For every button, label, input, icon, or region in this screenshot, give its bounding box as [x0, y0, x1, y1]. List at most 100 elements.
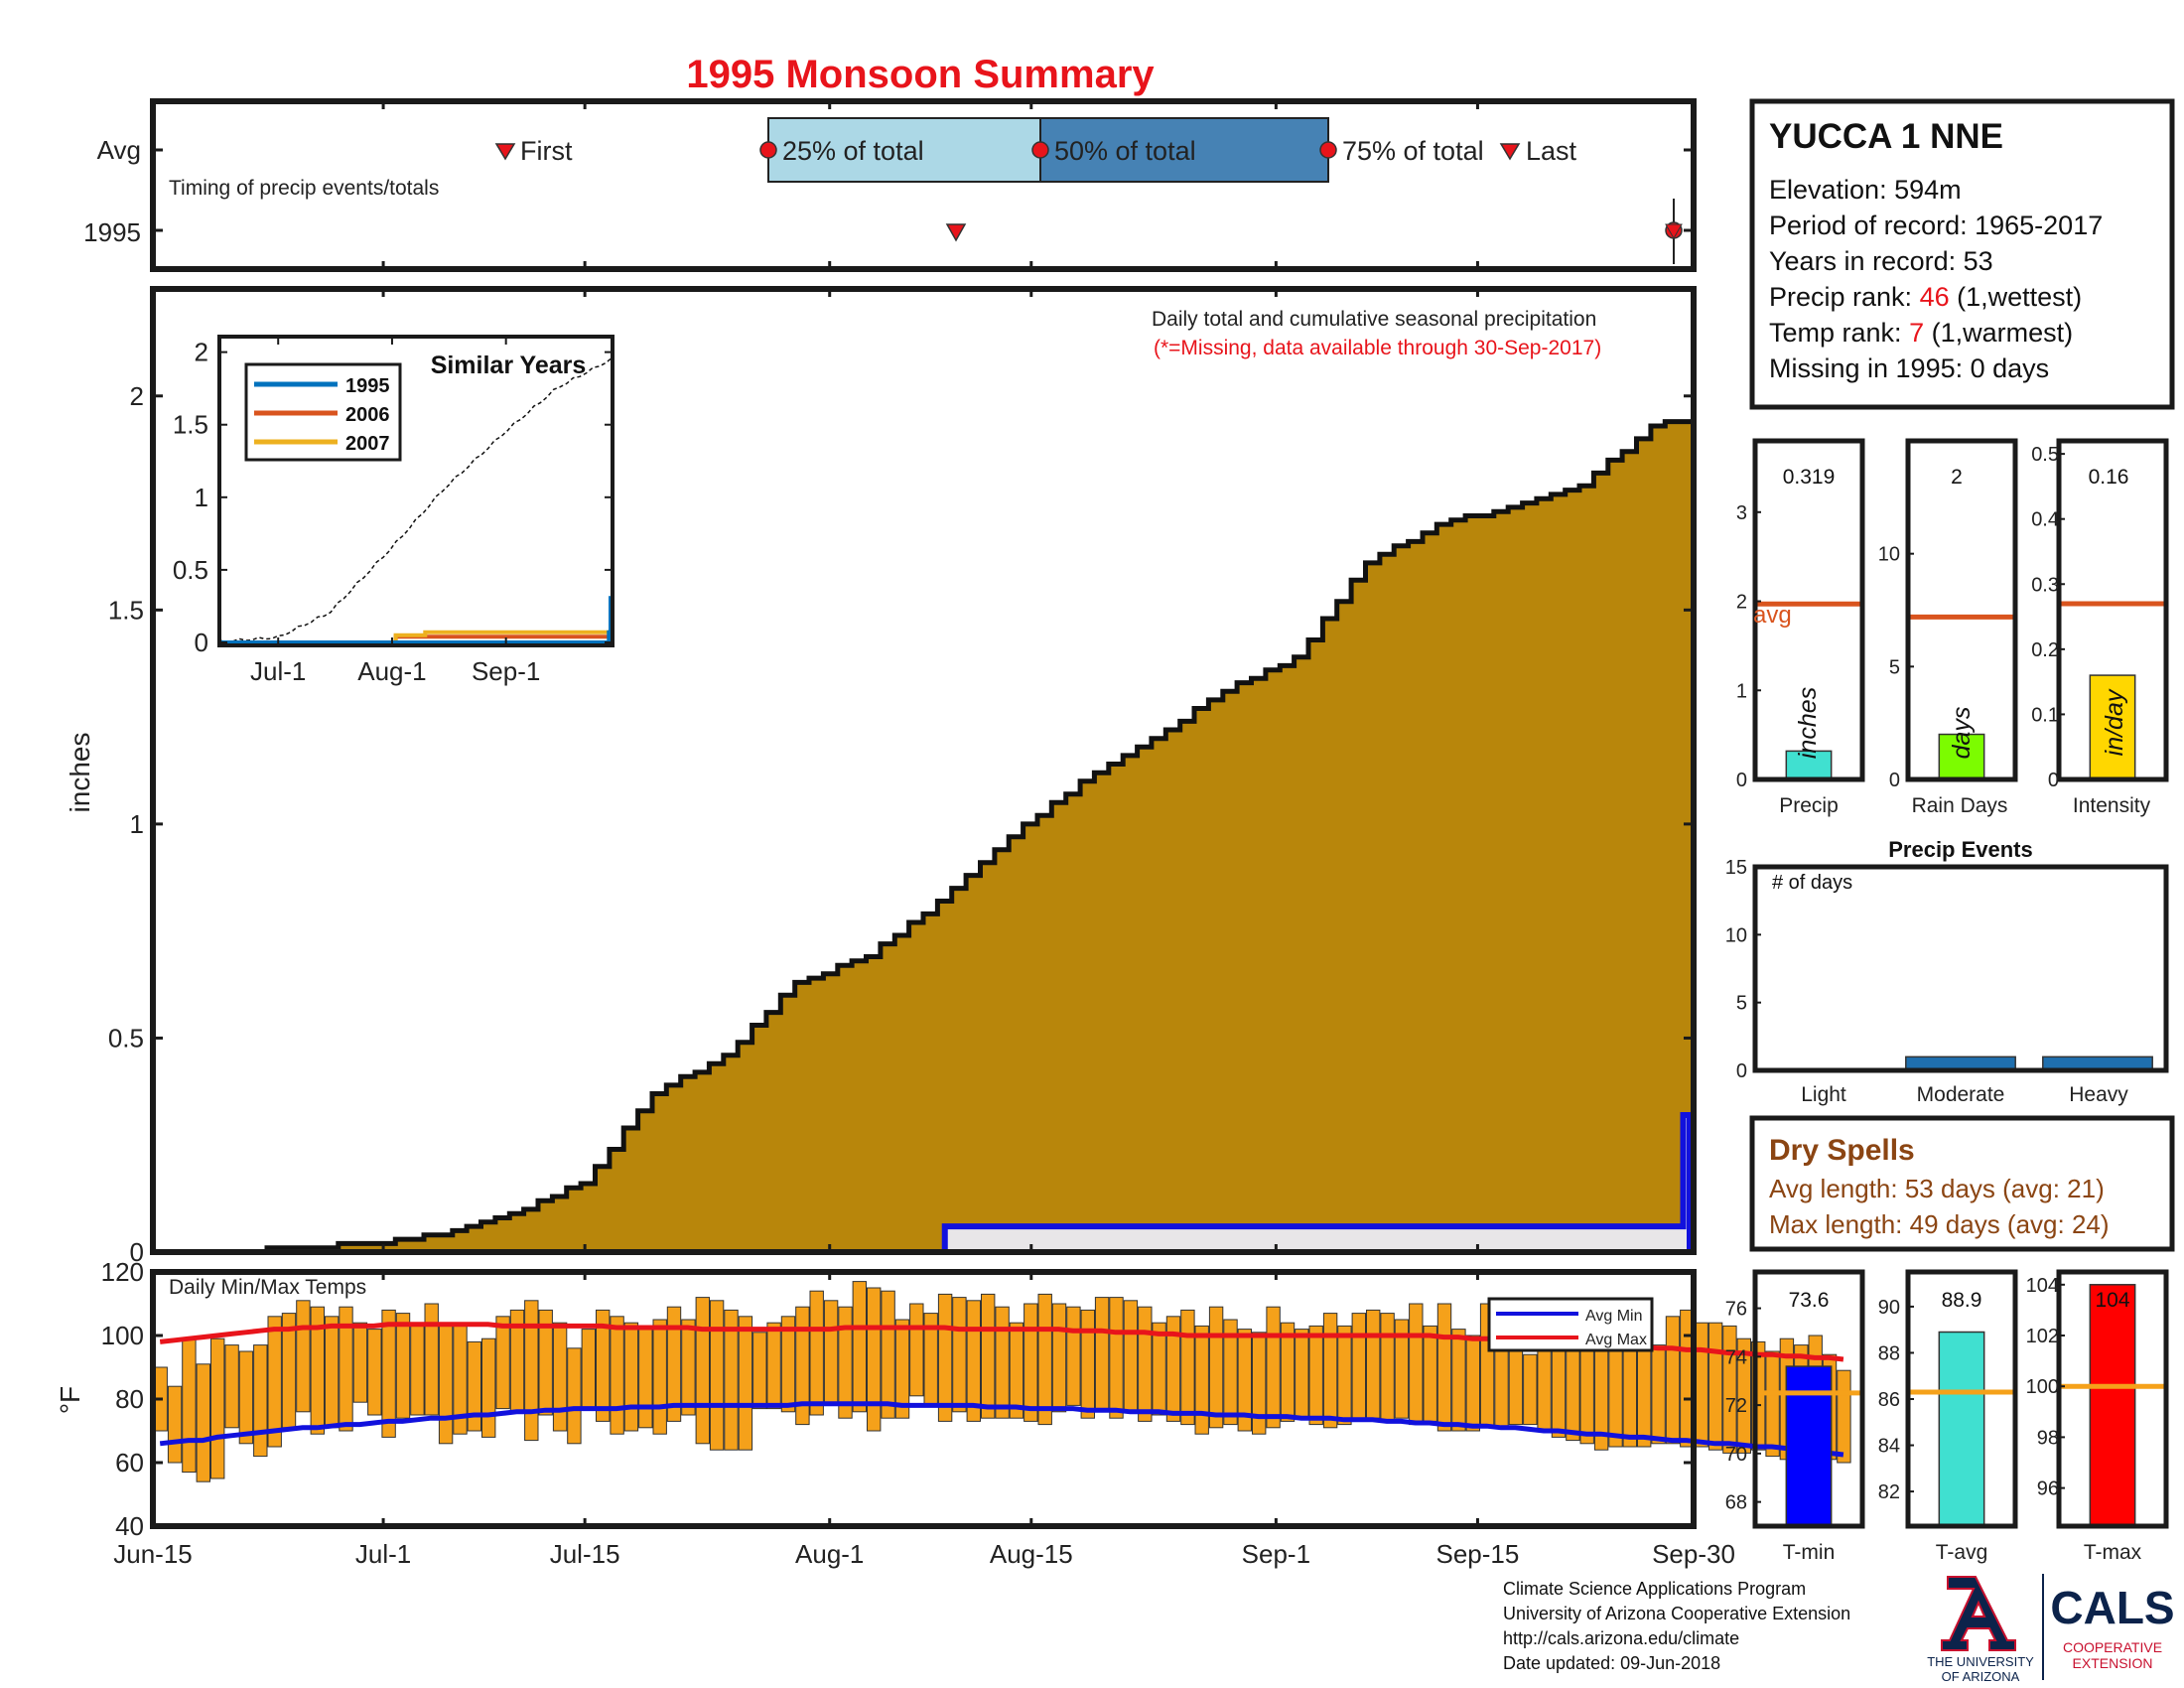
dry-spells-border [1749, 1115, 2175, 1252]
timing-panel: Avg 1995 Timing of precip events/totals … [83, 98, 1697, 272]
temp-range-bar [623, 1322, 639, 1432]
temp-range-bar [852, 1281, 867, 1413]
q25-label: 25% of total [782, 136, 924, 166]
temp-range-bar [538, 1309, 553, 1416]
raindays-value: 2 [1951, 466, 1963, 489]
precip-events-panel: Precip Events # of days Light Moderate H… [1725, 837, 2169, 1106]
cumulative-precip-area [153, 421, 1694, 1253]
temp-panel: 40 60 80 100 120 Daily Min/Max Temps °F Avg … [55, 1257, 1851, 1541]
quartile-box-25-50 [767, 117, 1041, 183]
dry-spells-avg: Avg length: 53 days (avg: 21) [1769, 1174, 2105, 1203]
tmax-bar [2089, 1284, 2136, 1527]
temp-range-bar [780, 1316, 796, 1413]
temp-range-bar [894, 1319, 910, 1419]
temp-range-bar [1080, 1309, 1095, 1419]
temp-range-bar [867, 1287, 882, 1432]
temp-range-bar [352, 1322, 368, 1403]
temp-range-bar [296, 1300, 311, 1413]
temp-range-bar [795, 1306, 810, 1426]
intensity-y-tick-label: 0 [2048, 770, 2059, 791]
temp-range-bar [552, 1322, 568, 1432]
temp-range-bar [324, 1316, 340, 1429]
x-tick-label: Jul-1 [355, 1539, 411, 1569]
temp-title: Daily Min/Max Temps [169, 1276, 366, 1299]
intensity-box [2056, 438, 2169, 782]
rain_days-y-tick-label: 0 [1889, 770, 1900, 791]
tmin-box [1752, 1269, 1865, 1529]
station-missing: Missing in 1995: 0 days [1769, 353, 2049, 383]
temp-range-bar [681, 1319, 696, 1416]
precip_total-y-tick-label: 3 [1736, 502, 1747, 524]
temp-range-bar [1409, 1303, 1424, 1426]
temp-range-bar [1009, 1322, 1024, 1419]
temp-range-bar [1736, 1337, 1751, 1454]
temp-range-bar [937, 1293, 953, 1422]
tmax-y-tick-label: 100 [2026, 1376, 2059, 1398]
station-years: Years in record: 53 [1769, 246, 1993, 276]
precip-y-tick-label: 2 [130, 381, 144, 411]
precip-box [150, 286, 1697, 1255]
temp-summary-panels: T-min T-avg T-max 68 70 72 74 76 82 84 86 88 90 96… [1725, 1269, 2169, 1564]
footer-line-3: http://cals.arizona.edu/climate [1503, 1628, 1739, 1648]
year-cumulative-area [944, 1115, 1690, 1252]
cumulative-precip-outline [167, 419, 1694, 1255]
temp-range-bar [424, 1303, 439, 1416]
precip-y-tick-label: 1.5 [108, 595, 144, 625]
intensity-value: 0.16 [2089, 466, 2129, 489]
events-y-tick-label: 15 [1725, 857, 1747, 879]
date-axis: Jun-15 Jul-1 Jul-15 Aug-1 Aug-15 Sep-1 Sep-15 S… [113, 101, 1735, 1569]
temp-range-bar [652, 1319, 667, 1435]
temp-range-bar [495, 1316, 510, 1410]
temp-y-tick-label: 120 [101, 1257, 144, 1287]
x-tick-label: Sep-30 [1652, 1539, 1735, 1569]
temp-range-bar [1351, 1313, 1366, 1422]
temp-range-bar [1037, 1293, 1052, 1426]
temp-range-bar [1208, 1306, 1224, 1429]
precip-avg-label: avg [1753, 602, 1792, 629]
inset-x-tick-label: Sep-1 [472, 656, 540, 686]
tmin-y-tick-label: 74 [1725, 1346, 1747, 1368]
tavg-y-tick-label: 82 [1878, 1481, 1900, 1503]
tavg-y-tick-label: 84 [1878, 1436, 1900, 1458]
events-cat-moderate: Moderate [1917, 1083, 2005, 1106]
temp-range-bar [1322, 1313, 1338, 1429]
tmin-y-tick-label: 68 [1725, 1492, 1747, 1514]
ua-logo-line2: OF ARIZONA [1942, 1669, 2020, 1684]
cals-logo-text: CALS [2050, 1582, 2174, 1633]
precip-y-tick-label: 1 [130, 809, 144, 839]
station-box-border [1749, 98, 2175, 410]
temp-range-bar [838, 1306, 853, 1419]
inset-legend-1995: 1995 [345, 375, 390, 397]
dry-spells-max: Max length: 49 days (avg: 24) [1769, 1209, 2110, 1239]
temp-range-bar [809, 1290, 824, 1416]
temp-range-bar [1138, 1306, 1153, 1422]
events-y-tick-label: 0 [1736, 1060, 1747, 1082]
similar-years-inset: Similar Years 1995 2006 2007 0 0.5 1 1.5 2 Ju… [173, 335, 614, 686]
timing-caption: Timing of precip events/totals [169, 177, 439, 200]
temp-range-bar [1024, 1303, 1038, 1422]
temp-range-bar [467, 1340, 482, 1432]
temp-range-bar [1665, 1316, 1681, 1445]
intensity-y-tick-label: 0.1 [2031, 704, 2059, 726]
temp-range-bar [1651, 1344, 1666, 1445]
station-precip-rank: Precip rank: 46 (1,wettest) [1769, 282, 2082, 312]
events-title: Precip Events [1888, 837, 2033, 862]
temp-range-bar [381, 1309, 396, 1438]
inset-y-tick-label: 0 [195, 628, 208, 657]
q75-label: 75% of total [1342, 136, 1484, 166]
temp-range-bar [666, 1306, 682, 1422]
temp-range-bar [1094, 1297, 1110, 1410]
temp-range-bar [709, 1300, 725, 1451]
intensity-y-tick-label: 0.5 [2031, 444, 2059, 466]
intensity-y-tick-label: 0.4 [2031, 509, 2059, 531]
temp-range-bar [1266, 1306, 1281, 1429]
precip-y-tick-label: 0.5 [108, 1023, 144, 1053]
intensity-y-tick-label: 0.3 [2031, 574, 2059, 596]
tmin-bar [1785, 1365, 1833, 1527]
temp-range-bar [610, 1316, 624, 1435]
precip-value: 0.319 [1783, 466, 1836, 489]
x-tick-label: Aug-1 [795, 1539, 864, 1569]
inset-box [217, 335, 614, 647]
footer: Climate Science Applications Program Uni… [1503, 1579, 1850, 1673]
